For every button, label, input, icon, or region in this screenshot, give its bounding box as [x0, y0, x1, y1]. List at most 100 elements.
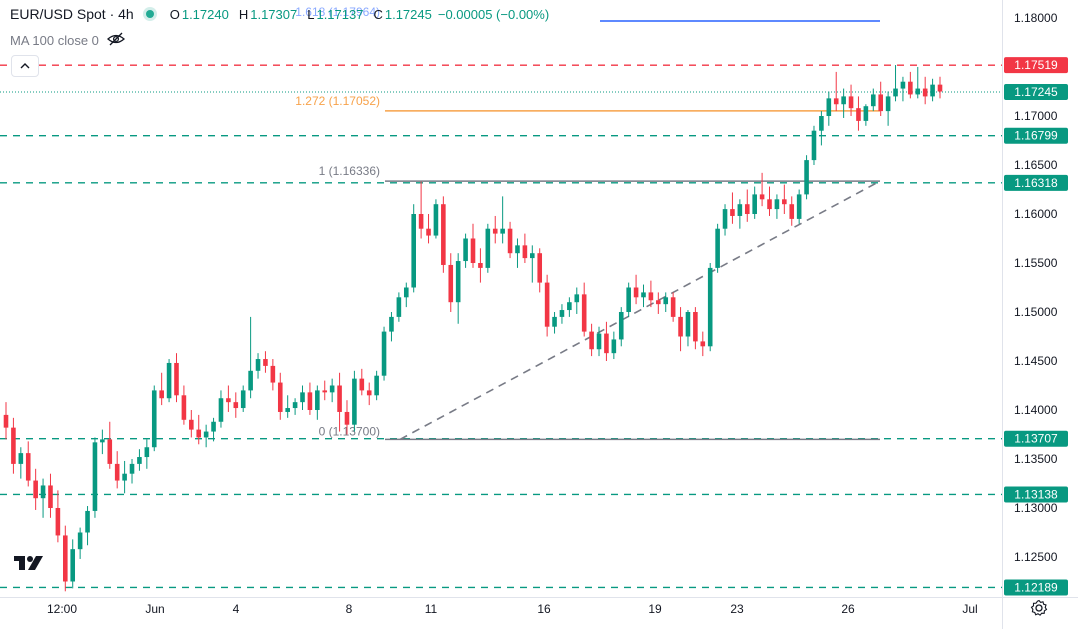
gear-icon[interactable]	[1028, 597, 1050, 619]
high-label: H	[238, 6, 249, 22]
candle-body	[159, 390, 164, 399]
candle	[129, 459, 135, 484]
candle	[715, 223, 720, 273]
price-tag-bg	[1004, 430, 1068, 447]
price-tag-label: 1.17245	[1014, 85, 1058, 99]
candle-body	[552, 316, 557, 327]
candle	[537, 248, 543, 293]
candle-body	[100, 439, 105, 443]
candle-body	[448, 264, 454, 303]
tradingview-logo-icon[interactable]	[14, 552, 46, 578]
price-tag: 1.16799	[1004, 127, 1068, 144]
candle-body	[678, 316, 683, 337]
candle	[730, 192, 735, 224]
candle-body	[870, 94, 876, 107]
x-tick-label: 26	[841, 602, 855, 616]
price-tag-label: 1.16799	[1014, 129, 1058, 143]
candle	[137, 449, 142, 471]
candle	[381, 326, 387, 381]
candle	[226, 385, 231, 412]
indicator-legend[interactable]: MA 100 close 0	[10, 32, 125, 49]
candle-body	[85, 510, 90, 533]
price-tag-bg	[1004, 486, 1068, 503]
candle-body	[500, 228, 505, 234]
candle	[315, 385, 320, 420]
candle	[396, 292, 402, 322]
candle	[500, 196, 505, 244]
candle-body	[174, 362, 179, 396]
candle-body	[922, 88, 928, 97]
candle	[678, 307, 683, 352]
candle-body	[885, 96, 891, 112]
candle	[900, 76, 906, 102]
candle-body	[122, 473, 127, 481]
candle-body	[218, 398, 224, 422]
candle-body	[418, 214, 424, 229]
candle-body	[811, 130, 817, 161]
candle	[922, 76, 928, 105]
candle-body	[25, 453, 31, 481]
x-tick-label: Jun	[145, 602, 164, 616]
price-tag: 1.16318	[1004, 174, 1068, 191]
candle	[300, 385, 305, 410]
candle-body	[329, 385, 335, 393]
price-tag-label: 1.13138	[1014, 487, 1058, 501]
candle-body	[937, 84, 943, 92]
y-tick-label: 1.18000	[1014, 11, 1058, 25]
candle	[92, 437, 98, 518]
candle-body	[240, 390, 246, 409]
candle-body	[930, 84, 935, 97]
low-label: L	[307, 6, 315, 22]
candle-body	[396, 297, 402, 317]
y-tick-label: 1.13500	[1014, 452, 1058, 466]
candle-body	[315, 390, 320, 410]
candle	[100, 429, 105, 455]
candle-body	[641, 292, 646, 298]
candle-body	[633, 287, 639, 298]
candle-body	[567, 302, 572, 311]
candle	[937, 76, 943, 99]
candle	[40, 478, 46, 518]
candle	[752, 186, 757, 219]
candle-body	[530, 253, 535, 259]
candle-body	[277, 382, 283, 412]
candle-body	[581, 294, 587, 332]
candle	[915, 67, 921, 99]
price-axis[interactable]: 1.18000 1.17000 1.16500 1.16000 1.15500 1.150…	[1002, 0, 1058, 629]
candle-body	[908, 81, 913, 95]
symbol-title[interactable]: EUR/USD Spot · 4h	[10, 6, 134, 22]
y-tick-label: 1.12500	[1014, 550, 1058, 564]
candle-body	[151, 390, 157, 448]
candle	[3, 402, 9, 440]
candle-body	[537, 253, 543, 283]
candle	[611, 331, 617, 360]
candle-body	[611, 339, 617, 354]
eye-off-icon[interactable]	[106, 32, 125, 49]
candle-body	[767, 199, 772, 210]
candle-body	[707, 267, 713, 347]
price-tag-label: 1.13707	[1014, 432, 1058, 446]
ma-indicator-label[interactable]: MA 100 close 0	[10, 33, 99, 48]
candle-body	[804, 160, 809, 195]
time-axis[interactable]: 12:00 Jun 4 8 11 16 19 23 26 Jul	[0, 597, 1078, 617]
candle	[856, 96, 861, 131]
candle	[759, 172, 765, 207]
candle	[448, 253, 454, 312]
high-value: 1.17307	[250, 6, 298, 22]
candle	[522, 233, 528, 263]
candle	[870, 88, 876, 112]
candle	[255, 353, 261, 379]
collapse-legend-button[interactable]	[11, 55, 39, 77]
close-label: C	[373, 6, 383, 22]
candle-body	[700, 341, 706, 347]
x-tick-label: 11	[425, 602, 438, 616]
candle-body	[285, 408, 290, 412]
candle	[581, 282, 587, 337]
candle-body	[226, 398, 231, 403]
candle-body	[722, 209, 728, 229]
candle	[782, 184, 787, 214]
candle	[455, 253, 461, 324]
candle	[441, 196, 446, 273]
candle-body	[841, 96, 846, 105]
